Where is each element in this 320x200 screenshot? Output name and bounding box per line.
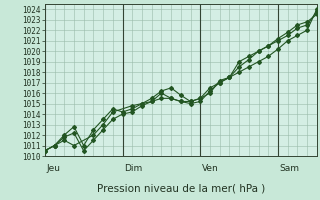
- Text: Sam: Sam: [280, 164, 300, 173]
- Text: Jeu: Jeu: [46, 164, 60, 173]
- Text: Pression niveau de la mer( hPa ): Pression niveau de la mer( hPa ): [97, 183, 265, 193]
- Text: Dim: Dim: [124, 164, 142, 173]
- Text: Ven: Ven: [202, 164, 219, 173]
